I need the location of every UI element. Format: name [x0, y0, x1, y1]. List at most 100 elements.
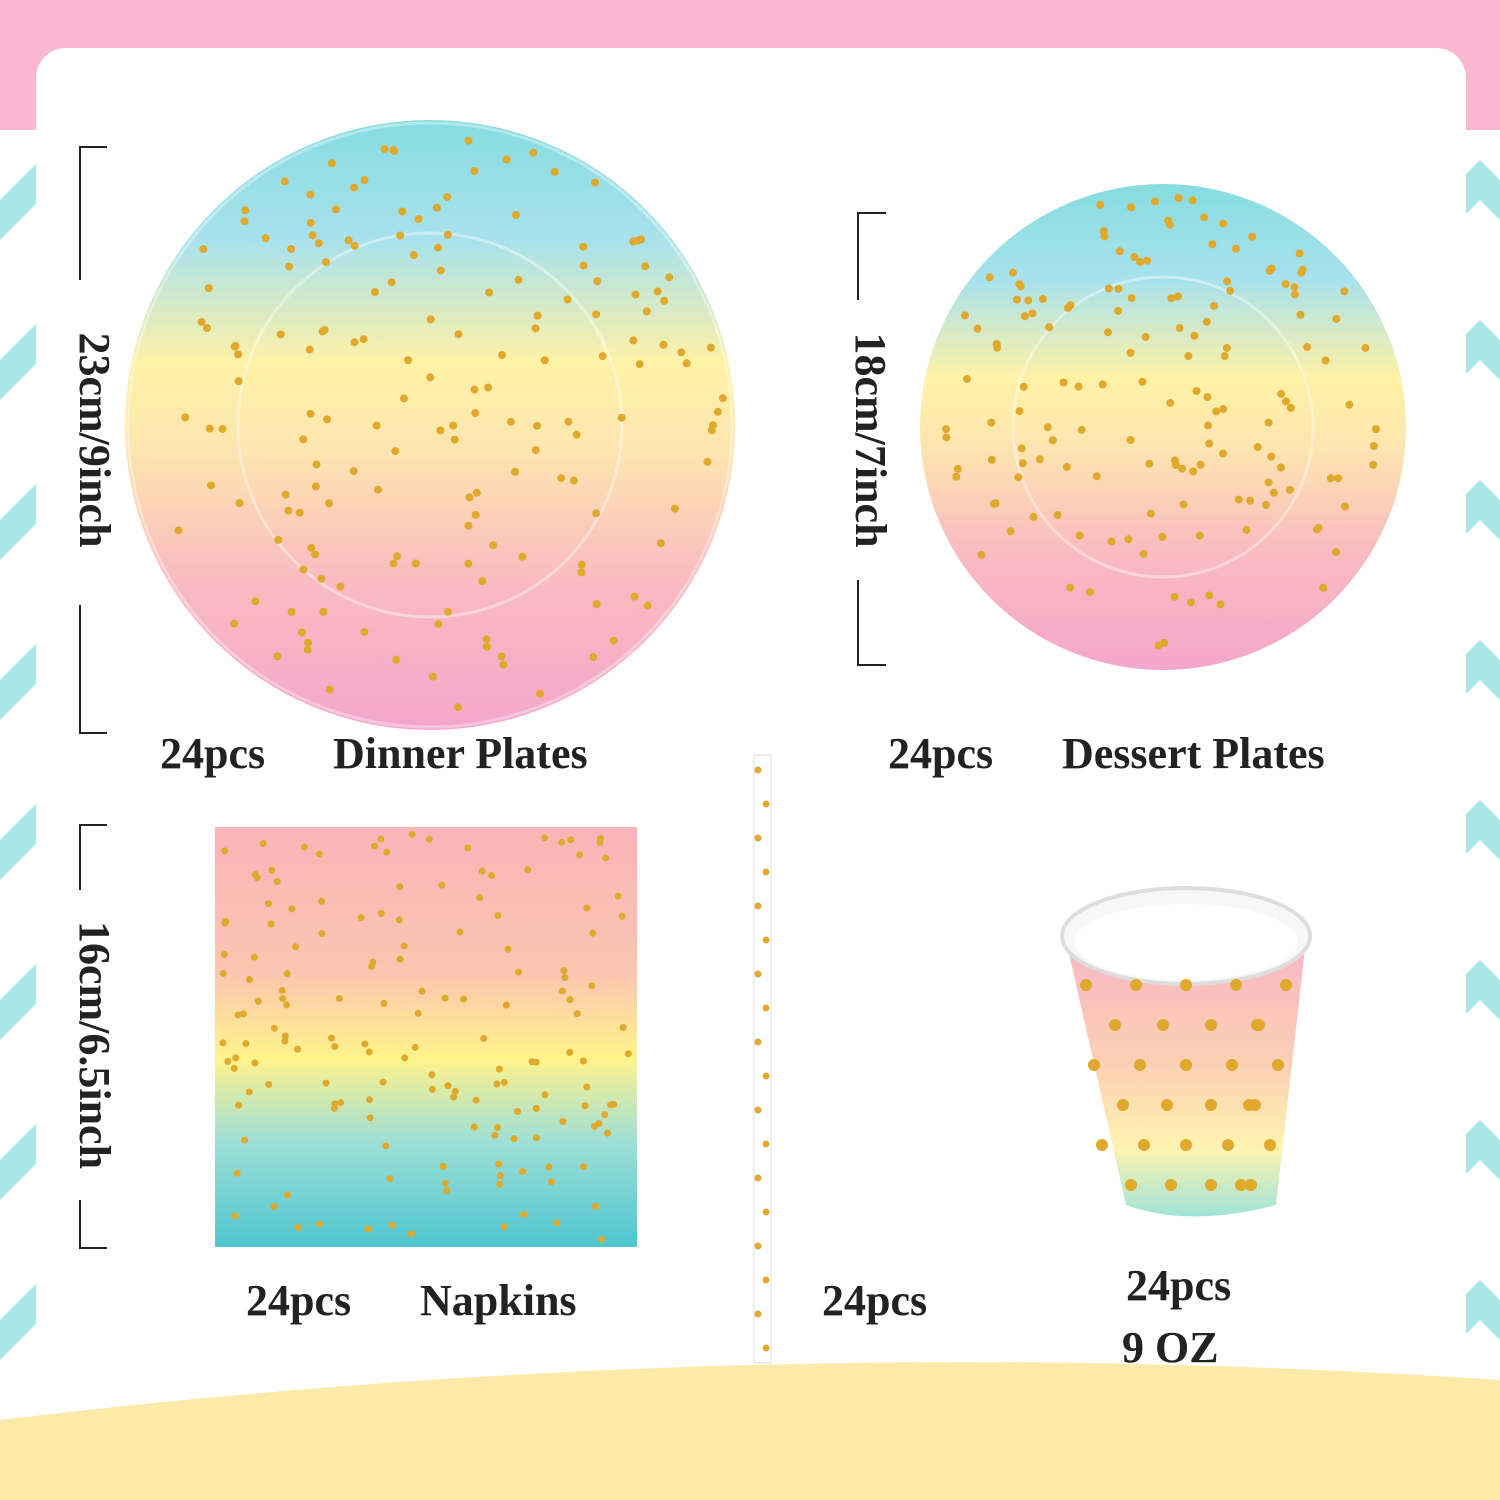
gold-dot: [350, 338, 359, 347]
gold-dot: [391, 447, 400, 456]
gold-dot: [235, 499, 244, 508]
gold-dot: [1231, 244, 1240, 253]
gold-dot: [470, 385, 479, 394]
gold-dot: [566, 1048, 574, 1056]
gold-dot: [267, 920, 275, 928]
gold-dot: [1074, 382, 1083, 391]
gold-dot: [754, 834, 762, 842]
gold-dot: [373, 485, 382, 494]
gold-dot: [1184, 352, 1193, 361]
gold-dot: [360, 176, 369, 185]
gold-dot: [1130, 979, 1142, 991]
gold-dot: [1216, 600, 1225, 609]
gold-dot: [762, 1208, 770, 1216]
gold-dot: [1186, 598, 1195, 607]
gold-dot: [270, 1203, 278, 1211]
gold-dot: [439, 1162, 447, 1170]
gold-dot: [541, 1091, 549, 1099]
gold-dot: [609, 636, 618, 645]
size-label: 16cm/6.5inch: [70, 921, 119, 1169]
gold-dot: [1141, 333, 1150, 342]
gold-dot: [502, 1001, 510, 1009]
gold-dot: [241, 1136, 249, 1144]
gold-dot: [288, 905, 296, 913]
gold-dot: [1205, 1019, 1217, 1031]
gold-dot: [977, 550, 986, 559]
gold-dot: [660, 296, 669, 305]
gold-dot: [1019, 382, 1028, 391]
gold-dot: [259, 839, 267, 847]
gold-dot: [254, 997, 262, 1005]
gold-dot: [762, 936, 770, 944]
gold-dot: [433, 243, 442, 252]
gold-dot: [618, 912, 626, 920]
gold-dot: [444, 1082, 452, 1090]
gold-dot: [547, 1178, 555, 1186]
gold-dot: [1158, 533, 1167, 542]
gold-dot: [476, 894, 484, 902]
gold-dot: [496, 1172, 504, 1180]
gold-dot: [311, 482, 320, 491]
gold-dot: [494, 912, 502, 920]
gold-dot: [414, 214, 423, 223]
gold-dot: [1139, 549, 1148, 558]
gold-dot: [280, 177, 289, 186]
gold-dot: [414, 1009, 422, 1017]
gold-dot: [1230, 979, 1242, 991]
gold-dot: [278, 987, 286, 995]
gold-dot: [985, 273, 994, 282]
gold-dot: [670, 504, 679, 513]
gold-dot: [1319, 583, 1328, 592]
gold-dot: [322, 1079, 330, 1087]
gold-dot: [315, 1220, 323, 1228]
gold-dot: [631, 290, 640, 299]
gold-dot: [1115, 247, 1124, 256]
gold-dot: [307, 543, 316, 552]
gold-dot: [1015, 407, 1024, 416]
capacity: 9 OZ: [1122, 1323, 1219, 1372]
gold-dot: [1314, 523, 1323, 532]
gold-dot: [1099, 227, 1108, 236]
gold-dot: [583, 904, 591, 912]
gold-dot: [1222, 343, 1231, 352]
gold-dot: [579, 261, 588, 270]
gold-dot: [270, 1024, 278, 1032]
gold-dot: [438, 881, 446, 889]
gold-dot: [224, 1057, 232, 1065]
gold-dot: [1180, 979, 1192, 991]
gold-dot: [659, 340, 668, 349]
gold-dot: [380, 999, 388, 1007]
gold-dot: [250, 953, 258, 961]
gold-dot: [1222, 1139, 1234, 1151]
gold-dot: [533, 421, 542, 430]
gold-dot: [596, 838, 604, 846]
gold-dot: [239, 1010, 247, 1018]
gold-dot: [418, 987, 426, 995]
gold-dot: [401, 1054, 409, 1062]
gold-dot: [580, 1163, 588, 1171]
gold-dot: [441, 1179, 449, 1187]
quantity: 24pcs: [160, 729, 265, 778]
gold-dot: [1234, 495, 1243, 504]
gold-dot: [629, 237, 638, 246]
gold-dot: [642, 307, 651, 316]
gold-dot: [754, 970, 762, 978]
gold-dot: [754, 1038, 762, 1046]
gold-dot: [251, 870, 259, 878]
gold-dot: [1178, 464, 1187, 473]
gold-dot: [524, 866, 532, 874]
gold-dot: [682, 359, 691, 368]
gold-dot: [595, 1120, 603, 1128]
gold-dot: [1189, 467, 1198, 476]
gold-dot: [1208, 240, 1217, 249]
gold-dot: [471, 510, 480, 519]
gold-dot: [181, 413, 190, 422]
gold-dot: [471, 409, 480, 418]
gold-dot: [1062, 462, 1071, 471]
gold-dot: [1015, 280, 1024, 289]
gold-dot: [1173, 292, 1182, 301]
gold-dot: [295, 508, 304, 517]
gold-dot: [1104, 284, 1113, 293]
gold-dot: [382, 1142, 390, 1150]
gold-dot: [443, 607, 452, 616]
